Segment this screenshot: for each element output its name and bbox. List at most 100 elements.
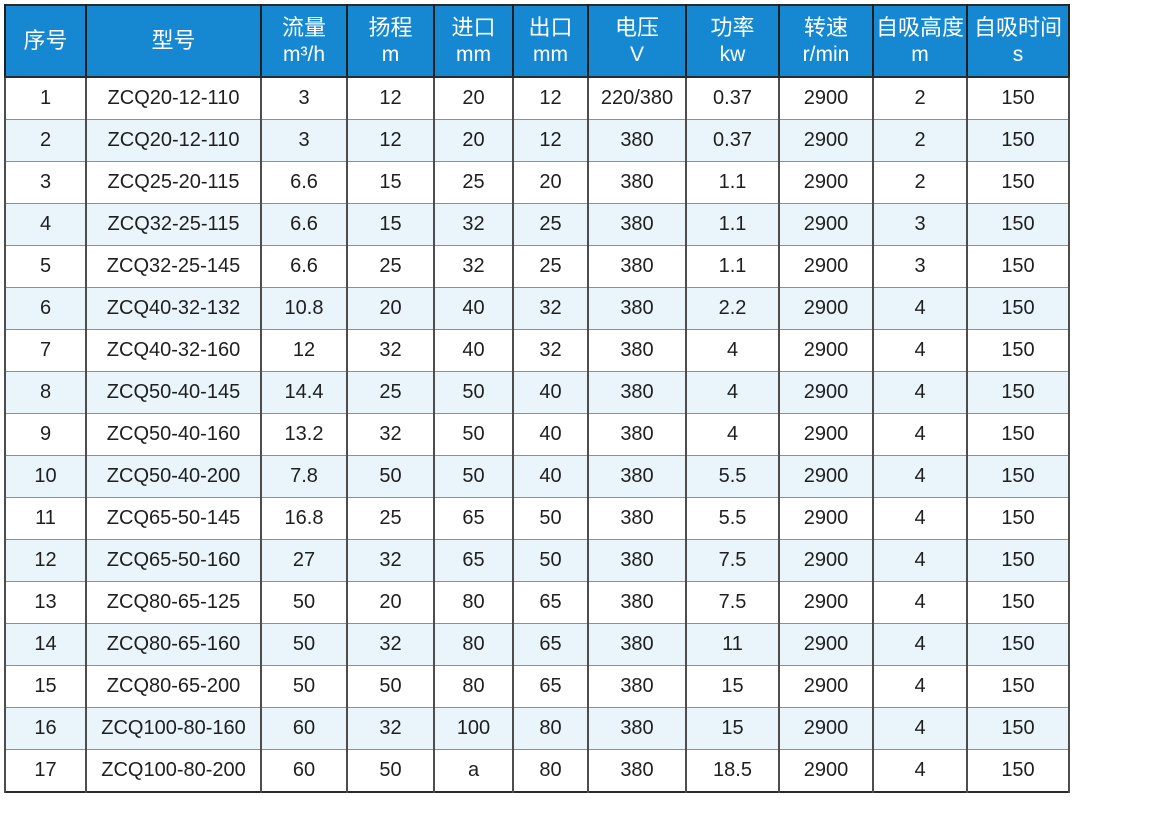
table-cell: 80	[433, 665, 514, 708]
table-cell: ZCQ25-20-115	[85, 161, 262, 204]
table-cell: 6.6	[260, 161, 348, 204]
table-cell: 1.1	[685, 203, 780, 246]
table-cell: 12	[260, 329, 348, 372]
table-cell: 380	[587, 371, 687, 414]
table-cell: 4	[872, 371, 968, 414]
table-cell: 2900	[778, 371, 874, 414]
table-cell: 50	[512, 497, 589, 540]
table-row: 17 ZCQ100-80-200 60 50 a 80 380 18.5 2900 4 150	[4, 749, 1070, 793]
column-header-3: 流量 m³/h	[260, 5, 348, 78]
table-cell: 7.8	[260, 455, 348, 498]
table-cell: 380	[587, 413, 687, 456]
table-cell: 150	[966, 581, 1070, 624]
table-cell: 12	[512, 76, 589, 120]
table-cell: 60	[260, 749, 348, 793]
table-cell: 25	[346, 245, 435, 288]
header-row: 序号 型号 流量 m³/h 扬程 m 进口 mm 出口 mm 电压 V 功率 kw 转速 r/min 自吸高度 m…	[4, 5, 1070, 78]
table-cell: 4	[685, 329, 780, 372]
column-header-9: 转速 r/min	[778, 5, 874, 78]
table-cell: ZCQ50-40-160	[85, 413, 262, 456]
column-header-label: 电压	[614, 15, 659, 41]
table-cell: 13.2	[260, 413, 348, 456]
table-row: 1 ZCQ20-12-110 3 12 20 12 220/380 0.37 2900 2 150	[4, 76, 1070, 120]
column-header-unit: mm	[533, 42, 568, 66]
column-header-1: 序号	[4, 5, 87, 78]
table-cell: 65	[512, 665, 589, 708]
table-cell: 40	[512, 455, 589, 498]
table-cell: 150	[966, 329, 1070, 372]
table-cell: 2900	[778, 539, 874, 582]
table-cell: 150	[966, 371, 1070, 414]
table-row: 8 ZCQ50-40-145 14.4 25 50 40 380 4 2900 4 150	[4, 371, 1070, 414]
table-cell: 20	[512, 161, 589, 204]
table-cell: 150	[966, 665, 1070, 708]
column-header-4: 扬程 m	[346, 5, 435, 78]
table-cell: 13	[4, 581, 87, 624]
table-cell: 2900	[778, 161, 874, 204]
table-row: 16 ZCQ100-80-160 60 32 100 80 380 15 2900 4 150	[4, 707, 1070, 750]
column-header-7: 电压 V	[587, 5, 687, 78]
table-cell: 32	[346, 623, 435, 666]
table-cell: 150	[966, 287, 1070, 330]
column-header-label: 出口	[528, 15, 573, 41]
table-cell: 100	[433, 707, 514, 750]
column-header-unit: kw	[719, 42, 746, 66]
table-cell: 150	[966, 623, 1070, 666]
table-cell: ZCQ80-65-125	[85, 581, 262, 624]
table-cell: 2900	[778, 455, 874, 498]
table-cell: 380	[587, 623, 687, 666]
table-cell: 380	[587, 707, 687, 750]
table-cell: 150	[966, 76, 1070, 120]
table-row: 4 ZCQ32-25-115 6.6 15 32 25 380 1.1 2900 3 150	[4, 203, 1070, 246]
table-cell: 80	[433, 623, 514, 666]
table-cell: 20	[346, 287, 435, 330]
table-cell: 7	[4, 329, 87, 372]
table-cell: 20	[346, 581, 435, 624]
table-cell: 50	[346, 665, 435, 708]
table-cell: 14.4	[260, 371, 348, 414]
table-cell: 11	[4, 497, 87, 540]
table-cell: 4	[872, 287, 968, 330]
table-cell: 380	[587, 329, 687, 372]
table-cell: 2900	[778, 287, 874, 330]
table-cell: 50	[260, 581, 348, 624]
table-cell: 380	[587, 203, 687, 246]
column-header-label: 功率	[710, 15, 755, 41]
pump-specification-table: 序号 型号 流量 m³/h 扬程 m 进口 mm 出口 mm 电压 V 功率 kw 转速 r/min 自吸高度 m…	[4, 4, 1070, 793]
table-cell: 15	[346, 203, 435, 246]
table-cell: ZCQ32-25-145	[85, 245, 262, 288]
table-cell: 50	[346, 455, 435, 498]
table-cell: 2900	[778, 119, 874, 162]
table-cell: 2	[872, 161, 968, 204]
table-cell: ZCQ80-65-200	[85, 665, 262, 708]
table-cell: 2	[872, 119, 968, 162]
column-header-unit: m	[381, 42, 400, 66]
table-cell: 14	[4, 623, 87, 666]
table-cell: 32	[433, 245, 514, 288]
table-cell: 12	[346, 119, 435, 162]
table-cell: 4	[685, 371, 780, 414]
column-header-unit: s	[1012, 42, 1024, 66]
table-cell: 150	[966, 119, 1070, 162]
table-cell: 27	[260, 539, 348, 582]
table-cell: 65	[512, 623, 589, 666]
table-cell: 3	[260, 76, 348, 120]
column-header-label: 进口	[451, 15, 496, 41]
table-cell: 2900	[778, 665, 874, 708]
column-header-unit: r/min	[802, 42, 850, 66]
table-cell: 12	[512, 119, 589, 162]
table-cell: 4	[872, 665, 968, 708]
table-cell: 60	[260, 707, 348, 750]
table-cell: 0.37	[685, 76, 780, 120]
table-cell: 6	[4, 287, 87, 330]
table-cell: 32	[512, 287, 589, 330]
table-cell: 2900	[778, 245, 874, 288]
table-cell: ZCQ40-32-132	[85, 287, 262, 330]
table-cell: 15	[685, 707, 780, 750]
table-cell: 32	[346, 539, 435, 582]
table-row: 14 ZCQ80-65-160 50 32 80 65 380 11 2900 4 150	[4, 623, 1070, 666]
table-cell: ZCQ20-12-110	[85, 76, 262, 120]
table-cell: 4	[872, 623, 968, 666]
table-cell: 32	[433, 203, 514, 246]
